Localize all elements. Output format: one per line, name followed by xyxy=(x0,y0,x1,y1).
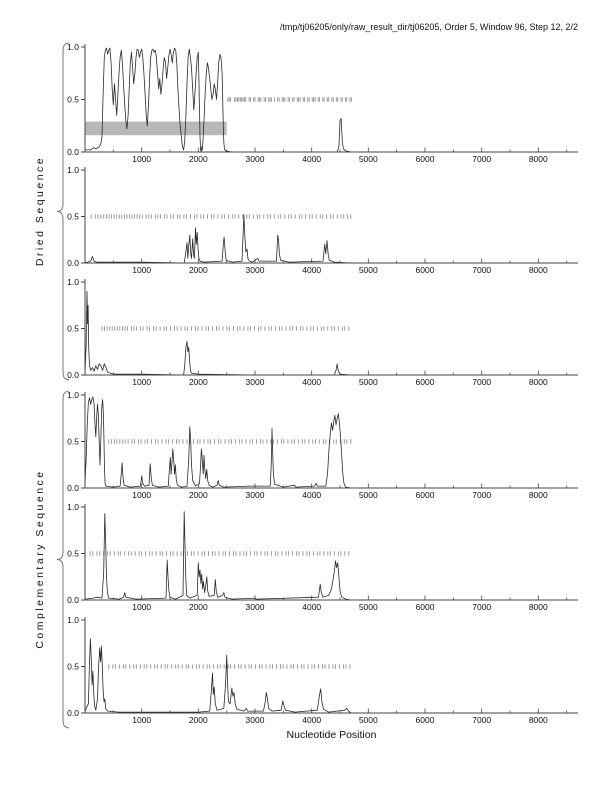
y-tick-label: 1.0 xyxy=(67,615,79,625)
y-tick-label: 0.5 xyxy=(67,94,79,104)
x-tick-label: 3000 xyxy=(246,265,265,275)
x-tick-label: 5000 xyxy=(359,715,378,725)
y-tick-label: 0.5 xyxy=(67,661,79,671)
x-tick-label: 7000 xyxy=(472,602,491,612)
x-tick-label: 3000 xyxy=(246,715,265,725)
subplot-complementary-1: 0.0 0.5 1.0 1000 2000 3000 4000 5000 6000 7000 800… xyxy=(67,390,578,500)
x-tick-label: 7000 xyxy=(472,265,491,275)
x-tick-label: 8000 xyxy=(529,265,548,275)
x-tick-label: 7000 xyxy=(472,154,491,164)
subplot-complementary-2: 0.0 0.5 1.0 1000 2000 3000 4000 5000 6000 7000 800… xyxy=(67,502,578,612)
signal-line xyxy=(84,396,567,489)
x-tick-label: 4000 xyxy=(302,265,321,275)
signal-line xyxy=(84,214,567,264)
x-tick-label: 1000 xyxy=(132,602,151,612)
complementary-sequence-brace xyxy=(56,390,70,729)
signal-line xyxy=(84,511,567,601)
y-tick-label: 0.5 xyxy=(67,323,79,333)
x-tick-label: 3000 xyxy=(246,490,265,500)
x-tick-label: 4000 xyxy=(302,715,321,725)
x-tick-label: 5000 xyxy=(359,490,378,500)
x-tick-label: 5000 xyxy=(359,602,378,612)
subplot-dried-1: 0.0 0.5 1.0 1000 2000 3000 4000 5000 6000 7000 800… xyxy=(67,42,578,164)
subplot-dried-3: 0.0 0.5 1.0 1000 2000 3000 4000 5000 6000 7000 800… xyxy=(67,277,578,387)
x-tick-label: 6000 xyxy=(416,154,435,164)
x-tick-label: 3000 xyxy=(246,602,265,612)
x-tick-label: 4000 xyxy=(302,154,321,164)
x-tick-label: 6000 xyxy=(416,377,435,387)
signal-line xyxy=(84,638,567,714)
y-tick-label: 0.5 xyxy=(67,548,79,558)
x-tick-label: 6000 xyxy=(416,715,435,725)
signal-line xyxy=(85,47,567,153)
y-tick-label: 1.0 xyxy=(67,502,79,512)
x-tick-label: 7000 xyxy=(472,490,491,500)
y-tick-label: 0.5 xyxy=(67,211,79,221)
y-tick-label: 1.0 xyxy=(67,390,79,400)
x-tick-label: 5000 xyxy=(359,265,378,275)
y-tick-label: 0.0 xyxy=(67,370,79,380)
x-tick-label: 1000 xyxy=(132,265,151,275)
subplot-complementary-3: 0.0 0.5 1.0 1000 2000 3000 4000 5000 6000 7000 800… xyxy=(67,615,578,725)
x-tick-label: 2000 xyxy=(189,490,208,500)
x-tick-label: 2000 xyxy=(189,154,208,164)
x-tick-label: 2000 xyxy=(189,265,208,275)
x-tick-label: 7000 xyxy=(472,715,491,725)
dried-sequence-brace xyxy=(56,42,70,381)
x-tick-label: 6000 xyxy=(416,490,435,500)
x-tick-label: 4000 xyxy=(302,602,321,612)
plot-title: /tmp/tj06205/only/raw_result_dir/tj06205… xyxy=(279,22,578,32)
x-tick-label: 6000 xyxy=(416,602,435,612)
x-tick-label: 2000 xyxy=(189,602,208,612)
y-tick-label: 0.0 xyxy=(67,483,79,493)
x-tick-label: 8000 xyxy=(529,377,548,387)
x-tick-label: 8000 xyxy=(529,602,548,612)
y-tick-label: 0.5 xyxy=(67,436,79,446)
y-tick-label: 1.0 xyxy=(67,165,79,175)
y-tick-label: 1.0 xyxy=(67,277,79,287)
x-tick-label: 2000 xyxy=(189,377,208,387)
x-tick-label: 3000 xyxy=(246,154,265,164)
x-tick-label: 4000 xyxy=(302,377,321,387)
x-tick-label: 1000 xyxy=(132,377,151,387)
y-tick-label: 0.0 xyxy=(67,595,79,605)
subplot-dried-2: 0.0 0.5 1.0 1000 2000 3000 4000 5000 6000 7000 800… xyxy=(67,165,578,275)
x-tick-label: 6000 xyxy=(416,265,435,275)
x-tick-label: 3000 xyxy=(246,377,265,387)
x-tick-label: 8000 xyxy=(529,715,548,725)
x-tick-label: 5000 xyxy=(359,377,378,387)
y-tick-label: 1.0 xyxy=(67,42,79,52)
x-tick-label: 7000 xyxy=(472,377,491,387)
x-tick-label: 1000 xyxy=(132,490,151,500)
x-tick-label: 2000 xyxy=(189,715,208,725)
y-tick-label: 0.0 xyxy=(67,147,79,157)
x-tick-label: 1000 xyxy=(132,715,151,725)
y-tick-label: 0.0 xyxy=(67,258,79,268)
x-tick-label: 8000 xyxy=(529,154,548,164)
signal-line xyxy=(84,290,567,376)
x-tick-label: 5000 xyxy=(359,154,378,164)
x-tick-label: 8000 xyxy=(529,490,548,500)
x-tick-label: 4000 xyxy=(302,490,321,500)
y-tick-label: 0.0 xyxy=(67,708,79,718)
x-axis-title: Nucleotide Position xyxy=(286,729,377,741)
x-tick-label: 1000 xyxy=(132,154,151,164)
highlight-bar xyxy=(85,121,227,136)
